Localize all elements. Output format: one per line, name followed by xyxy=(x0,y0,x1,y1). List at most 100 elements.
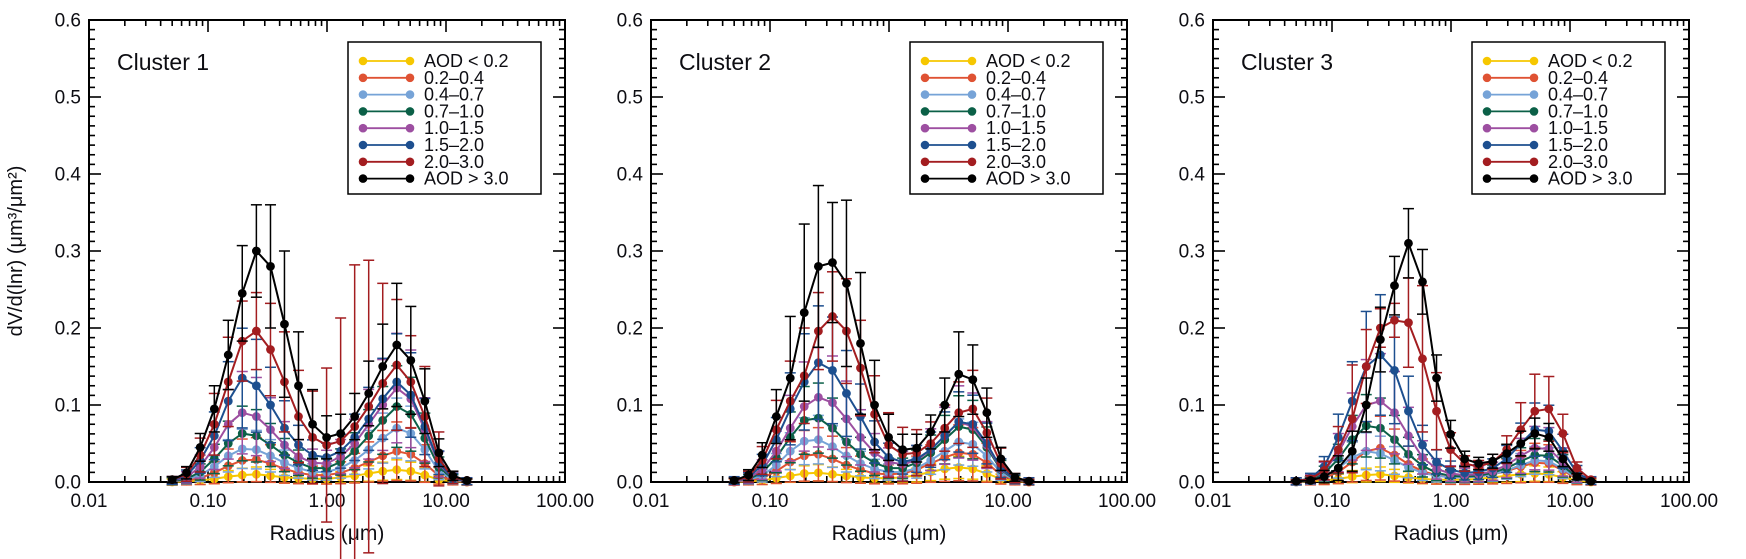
legend-entry: 0.7–1.0 xyxy=(920,101,1046,121)
legend-marker xyxy=(358,73,368,83)
data-point xyxy=(350,412,360,421)
legend-entry: 1.0–1.5 xyxy=(1482,118,1608,138)
axis-ticks xyxy=(650,19,1128,483)
data-point xyxy=(1418,354,1427,364)
series-line xyxy=(1295,242,1592,483)
data-point xyxy=(828,258,837,267)
legend-label: 0.4–0.7 xyxy=(986,85,1046,105)
data-point xyxy=(926,427,936,437)
data-point xyxy=(1558,454,1568,464)
data-point xyxy=(406,355,416,365)
legend-marker xyxy=(358,140,368,150)
series-line xyxy=(171,377,468,483)
legend-entry: AOD < 0.2 xyxy=(358,51,509,71)
y-axis-title: dV/d(lnr) (μm³/μm²) xyxy=(5,166,27,337)
data-point xyxy=(266,400,275,410)
data-point xyxy=(209,404,219,414)
y-tick-label: 0.5 xyxy=(617,88,643,109)
legend-entry: 0.7–1.0 xyxy=(1482,101,1608,121)
data-point xyxy=(1347,414,1357,424)
data-point xyxy=(954,369,964,379)
data-point xyxy=(1418,277,1427,287)
legend-label: AOD > 3.0 xyxy=(1548,169,1633,189)
data-point xyxy=(1390,281,1399,291)
y-tick-label: 0.1 xyxy=(55,396,81,417)
data-point xyxy=(1390,365,1399,375)
data-point xyxy=(251,326,261,336)
legend-marker xyxy=(1482,90,1492,99)
data-point xyxy=(195,442,205,452)
legend: AOD < 0.20.2–0.40.4–0.70.7–1.01.0–1.51.5… xyxy=(347,41,542,195)
legend-marker xyxy=(967,107,977,116)
legend-marker xyxy=(405,174,415,183)
data-point xyxy=(785,373,795,383)
data-point xyxy=(1530,406,1540,416)
data-point xyxy=(856,339,865,348)
data-point xyxy=(1432,406,1441,416)
series-line xyxy=(171,468,468,483)
legend-entry: AOD < 0.2 xyxy=(1482,51,1633,71)
data-point xyxy=(1432,373,1441,383)
legend-entry: 0.4–0.7 xyxy=(358,85,484,105)
legend-marker xyxy=(1529,73,1539,83)
data-point xyxy=(420,396,430,406)
y-tick-label: 0.5 xyxy=(55,88,81,109)
data-point xyxy=(744,470,753,480)
cluster-1-panel: 0.01 0.10 1.00 10.00 100.000.00.10.20.30.40.… xyxy=(5,11,594,559)
data-point xyxy=(1333,463,1343,473)
data-point xyxy=(1361,400,1371,410)
series-markers xyxy=(729,258,1034,486)
data-point xyxy=(1390,315,1399,325)
legend-marker xyxy=(1529,174,1539,183)
data-point xyxy=(1460,454,1470,464)
legend-label: AOD > 3.0 xyxy=(424,169,509,189)
legend-label: 1.5–2.0 xyxy=(424,135,484,155)
y-tick-label: 0.0 xyxy=(55,473,81,494)
series-markers xyxy=(167,246,472,485)
legend-label: AOD < 0.2 xyxy=(424,51,509,71)
data-point xyxy=(364,389,374,398)
legend: AOD < 0.20.2–0.40.4–0.70.7–1.01.0–1.51.5… xyxy=(909,41,1104,195)
legend-entry: 2.0–3.0 xyxy=(1482,152,1608,172)
x-tick-label: 10.00 xyxy=(1546,491,1594,512)
data-point xyxy=(1502,449,1512,458)
x-tick-label: 1.00 xyxy=(1433,491,1470,512)
x-tick-label: 0.10 xyxy=(1314,491,1351,512)
legend-marker xyxy=(405,157,415,167)
legend-label: 0.2–0.4 xyxy=(986,68,1046,88)
data-point xyxy=(434,448,444,458)
data-point xyxy=(1558,429,1568,438)
x-axis-title: Radius (μm) xyxy=(832,522,947,545)
data-point xyxy=(448,471,458,481)
legend-marker xyxy=(967,90,977,99)
data-point xyxy=(842,389,851,398)
data-point xyxy=(266,345,275,354)
data-point xyxy=(1446,429,1455,439)
x-tick-label: 0.01 xyxy=(71,491,108,512)
legend-entry: AOD > 3.0 xyxy=(1482,169,1633,189)
legend-entry: AOD > 3.0 xyxy=(358,169,509,189)
data-point xyxy=(1333,445,1343,455)
legend-label: 2.0–3.0 xyxy=(424,152,484,172)
legend-entry: 0.7–1.0 xyxy=(358,101,484,121)
legend-marker xyxy=(358,157,368,167)
data-point xyxy=(1404,406,1413,416)
series-line xyxy=(733,315,1030,483)
legend-marker xyxy=(1529,157,1539,167)
legend-label: 0.7–1.0 xyxy=(1548,101,1608,121)
series-line xyxy=(171,387,468,483)
legend-marker xyxy=(967,73,977,83)
data-point xyxy=(1375,335,1385,344)
data-point xyxy=(1306,476,1315,485)
legend-entry: 0.4–0.7 xyxy=(1482,85,1608,105)
legend-marker xyxy=(358,90,368,99)
x-tick-label: 0.01 xyxy=(1195,491,1232,512)
data-point xyxy=(266,262,275,271)
series-line xyxy=(171,450,468,483)
legend-entry: 1.5–2.0 xyxy=(358,135,484,155)
legend-label: 1.0–1.5 xyxy=(986,118,1046,138)
data-point xyxy=(870,400,879,410)
legend-entry: 0.2–0.4 xyxy=(1482,68,1608,88)
legend-entry: 0.2–0.4 xyxy=(358,68,484,88)
legend-label: 2.0–3.0 xyxy=(986,152,1046,172)
